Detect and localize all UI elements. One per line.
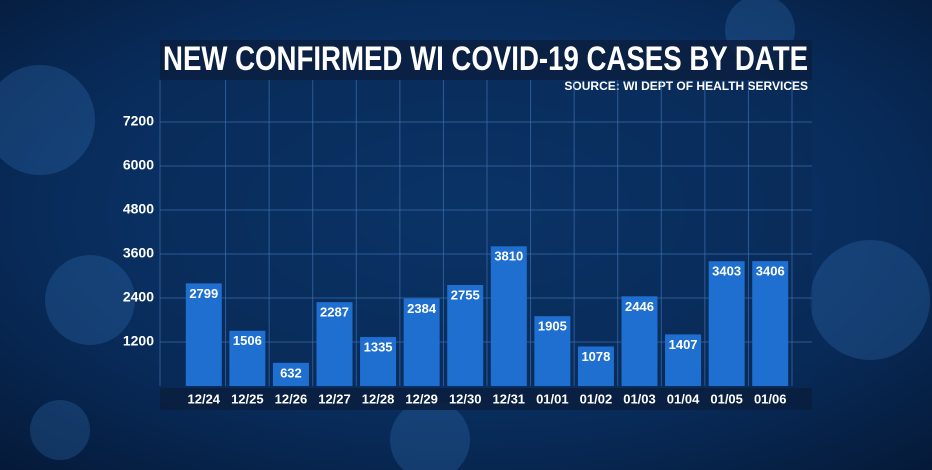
title-box [160, 40, 812, 80]
bar [534, 316, 571, 386]
bar [577, 346, 614, 386]
x-tick-label: 12/29 [405, 391, 438, 406]
x-axis-strip [160, 388, 812, 410]
bar [752, 261, 789, 386]
value-label: 3406 [756, 264, 785, 279]
x-tick-label: 01/03 [623, 391, 656, 406]
bar [403, 298, 440, 386]
bar [316, 302, 353, 386]
x-tick-label: 12/28 [362, 391, 395, 406]
x-tick-label: 01/01 [536, 391, 569, 406]
value-label: 2799 [189, 286, 218, 301]
value-label: 2755 [451, 287, 480, 302]
value-label: 3810 [494, 249, 523, 264]
bar [490, 246, 527, 386]
x-tick-label: 12/25 [231, 391, 264, 406]
x-tick-label: 01/04 [667, 391, 700, 406]
value-label: 1335 [364, 339, 393, 354]
x-tick-label: 01/05 [710, 391, 743, 406]
value-label: 1506 [233, 333, 262, 348]
x-tick-label: 12/31 [493, 391, 526, 406]
bar [447, 284, 484, 386]
y-tick-label: 4800 [123, 201, 154, 217]
bar [272, 362, 309, 386]
bar [621, 296, 658, 386]
value-label: 632 [280, 365, 302, 380]
bar [708, 261, 745, 386]
chart-subtitle: SOURCE: WI DEPT OF HEALTH SERVICES [564, 79, 808, 93]
value-label: 1905 [538, 319, 567, 334]
value-label: 2384 [407, 301, 437, 316]
x-tick-label: 12/27 [318, 391, 351, 406]
y-tick-label: 1200 [123, 333, 154, 349]
value-label: 1078 [581, 349, 610, 364]
x-tick-label: 12/30 [449, 391, 482, 406]
y-tick-label: 2400 [123, 289, 154, 305]
x-tick-label: 12/26 [275, 391, 308, 406]
x-tick-label: 01/02 [580, 391, 613, 406]
bar [360, 337, 397, 386]
chart-title: NEW CONFIRMED WI COVID-19 CASES BY DATE [163, 40, 808, 78]
x-tick-label: 01/06 [754, 391, 787, 406]
bar [185, 283, 222, 386]
value-label: 3403 [712, 264, 741, 279]
x-tick-label: 12/24 [188, 391, 221, 406]
value-label: 2287 [320, 305, 349, 320]
y-tick-label: 6000 [123, 157, 154, 173]
bar [665, 334, 702, 386]
value-label: 2446 [625, 299, 654, 314]
value-label: 1407 [669, 337, 698, 352]
y-tick-label: 7200 [123, 113, 154, 129]
bar [229, 330, 266, 386]
y-tick-label: 3600 [123, 245, 154, 261]
